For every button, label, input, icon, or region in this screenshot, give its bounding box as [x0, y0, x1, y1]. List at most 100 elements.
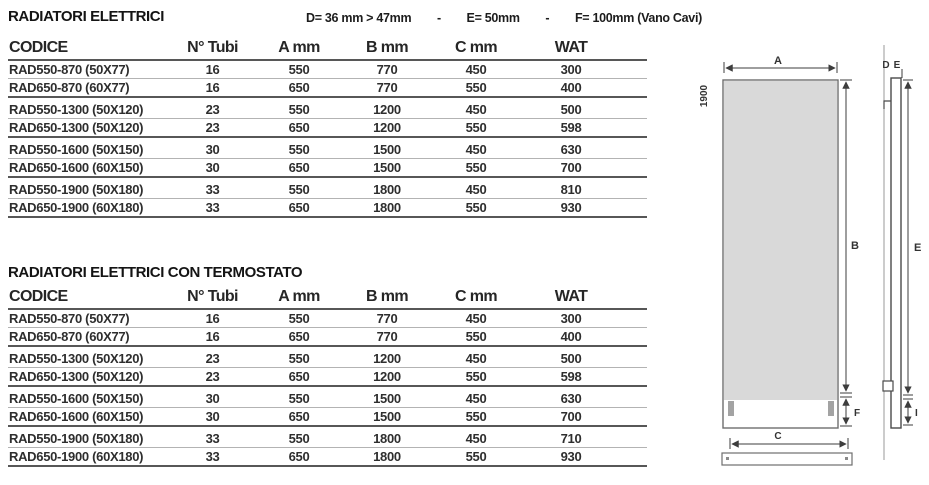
- table-cell: RAD550-1900 (50X180): [9, 431, 144, 446]
- column-header-c: C mm: [454, 39, 498, 56]
- table-cell: RAD650-1600 (60X150): [9, 160, 144, 175]
- table-row: RAD550-1300 (50X120) 23 550 1200 450 500: [8, 350, 647, 367]
- side-top-bracket: [883, 100, 891, 109]
- table-cell: 930: [560, 449, 582, 464]
- column-header-b: B mm: [365, 39, 409, 56]
- table-cell: 1500: [373, 391, 401, 406]
- table-cell: 550: [288, 102, 310, 117]
- table-cell: RAD550-1900 (50X180): [9, 182, 144, 197]
- bracket-hole-right: [845, 457, 848, 460]
- table-row: RAD650-870 (60X77) 16 650 770 550 400: [8, 78, 647, 96]
- table-cell: 30: [205, 409, 220, 424]
- table-cell: 1200: [373, 369, 401, 384]
- legend-item-f: F= 100mm (Vano Cavi): [574, 11, 702, 25]
- table-cell: 450: [465, 62, 487, 77]
- table-radiatori-elettrici: CODICE N° Tubi A mm B mm C mm WAT RAD550…: [8, 38, 647, 218]
- side-panel-outline: [890, 77, 902, 429]
- column-header-codice: CODICE: [9, 39, 68, 56]
- table-cell: 16: [205, 311, 220, 326]
- dim-a-label: A: [774, 55, 782, 67]
- dim-f-label: F: [854, 408, 860, 419]
- total-height-label: 1900: [699, 84, 710, 107]
- table-cell: 33: [205, 449, 220, 464]
- table-cell: 550: [465, 409, 487, 424]
- table-row: RAD650-1300 (50X120) 23 650 1200 550 598: [8, 118, 647, 136]
- table-cell: 300: [560, 62, 582, 77]
- table-row: RAD650-1600 (60X150) 30 650 1500 550 700: [8, 158, 647, 176]
- table-cell: 400: [560, 329, 582, 344]
- table-cell: 1800: [373, 200, 401, 215]
- table-row: RAD650-1600 (60X150) 30 650 1500 550 700: [8, 407, 647, 425]
- table-cell: 630: [560, 391, 582, 406]
- table-cell: 1800: [373, 431, 401, 446]
- table-cell: 550: [288, 431, 310, 446]
- table-cell: RAD550-870 (50X77): [9, 62, 130, 77]
- legend-separator: -: [436, 11, 441, 25]
- table-row-group: RAD550-1300 (50X120) 23 550 1200 450 500 RAD65…: [8, 350, 647, 387]
- table-cell: RAD550-1300 (50X120): [9, 102, 144, 117]
- column-header-b: B mm: [365, 288, 409, 305]
- table-cell: 650: [288, 120, 310, 135]
- table-cell: 550: [288, 351, 310, 366]
- table2-header-row: CODICE N° Tubi A mm B mm C mm WAT: [8, 287, 647, 310]
- table-row-group: RAD550-870 (50X77) 16 550 770 450 300 RAD650-8…: [8, 310, 647, 347]
- table-row: RAD550-1600 (50X150) 30 550 1500 450 630: [8, 390, 647, 407]
- table-cell: 23: [205, 369, 220, 384]
- table-cell: 1800: [373, 182, 401, 197]
- legend-separator: -: [545, 11, 550, 25]
- table-cell: 550: [465, 369, 487, 384]
- table-cell: 710: [560, 431, 582, 446]
- table-cell: 23: [205, 120, 220, 135]
- table-cell: 650: [288, 409, 310, 424]
- table2-title: RADIATORI ELETTRICI CON TERMOSTATO: [8, 264, 303, 281]
- dimension-legend: D= 36 mm > 47mm - E= 50mm - F= 100mm (Va…: [306, 11, 702, 25]
- table-row-group: RAD550-1900 (50X180) 33 550 1800 450 710 RAD65…: [8, 430, 647, 467]
- table-cell: RAD550-1600 (50X150): [9, 142, 144, 157]
- table-cell: 770: [376, 311, 398, 326]
- table-row: RAD550-870 (50X77) 16 550 770 450 300: [8, 310, 647, 327]
- table-cell: 650: [288, 200, 310, 215]
- table-cell: RAD550-870 (50X77): [9, 311, 130, 326]
- table-row: RAD550-1300 (50X120) 23 550 1200 450 500: [8, 101, 647, 118]
- table-cell: 550: [465, 120, 487, 135]
- table-cell: 650: [288, 160, 310, 175]
- side-bottom-bracket: [882, 380, 894, 392]
- table-cell: 30: [205, 391, 220, 406]
- table1-header-row: CODICE N° Tubi A mm B mm C mm WAT: [8, 38, 647, 61]
- table-cell: 16: [205, 80, 220, 95]
- table-row-group: RAD550-1600 (50X150) 30 550 1500 450 630 RAD65…: [8, 141, 647, 178]
- table-cell: RAD650-870 (60X77): [9, 80, 130, 95]
- table-cell: 550: [288, 142, 310, 157]
- table-cell: 650: [288, 80, 310, 95]
- table-cell: 1500: [373, 409, 401, 424]
- table-cell: 1200: [373, 120, 401, 135]
- table-cell: 700: [560, 160, 582, 175]
- front-panel-heated-area: [724, 81, 837, 400]
- table-cell: 1800: [373, 449, 401, 464]
- table-cell: 810: [560, 182, 582, 197]
- table-cell: 550: [288, 311, 310, 326]
- table-cell: 300: [560, 311, 582, 326]
- table-cell: 598: [560, 369, 582, 384]
- table-radiatori-con-termostato: CODICE N° Tubi A mm B mm C mm WAT RAD550…: [8, 287, 647, 467]
- dimension-diagram-svg: A 1900 B F C D E E: [699, 45, 921, 466]
- column-header-tubi: N° Tubi: [187, 39, 238, 56]
- table-cell: 770: [376, 62, 398, 77]
- dim-c-label: C: [774, 431, 781, 442]
- table-cell: 33: [205, 200, 220, 215]
- table-row: RAD650-1900 (60X180) 33 650 1800 550 930: [8, 447, 647, 465]
- column-header-a: A mm: [278, 288, 320, 305]
- table-cell: 400: [560, 80, 582, 95]
- table-cell: 550: [465, 449, 487, 464]
- bracket-hole-left: [726, 457, 729, 460]
- front-panel-left-tab: [728, 401, 734, 416]
- table-cell: 450: [465, 391, 487, 406]
- front-panel-right-tab: [828, 401, 834, 416]
- legend-item-d: D= 36 mm > 47mm: [306, 11, 412, 25]
- dim-e-depth-label: E: [894, 60, 901, 71]
- table-cell: RAD650-1900 (60X180): [9, 449, 144, 464]
- table-cell: 500: [560, 102, 582, 117]
- table-cell: 33: [205, 431, 220, 446]
- table-cell: 450: [465, 102, 487, 117]
- dim-i-label: I: [915, 408, 918, 419]
